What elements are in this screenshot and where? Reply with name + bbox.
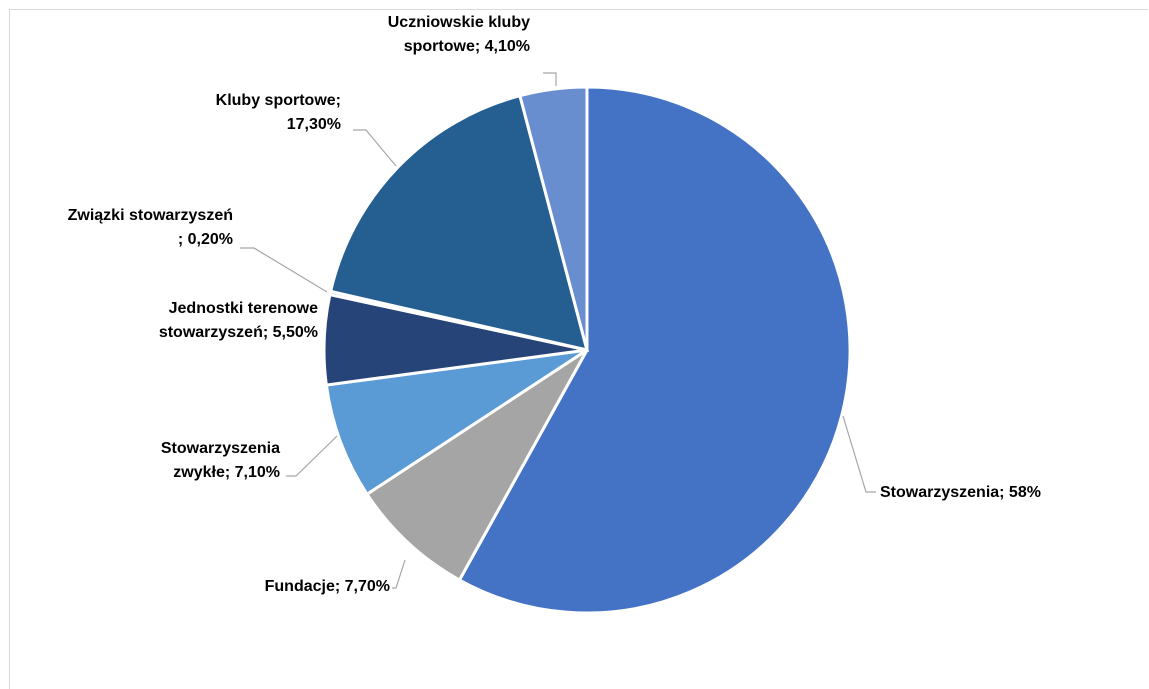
leader-line-4 bbox=[240, 247, 328, 293]
pie-slice-5 bbox=[328, 93, 590, 353]
slice-label-2-line-1: zwykłe; 7,10% bbox=[173, 464, 280, 481]
leader-line-5 bbox=[353, 129, 397, 167]
leader-line-0 bbox=[842, 415, 876, 493]
pie-slice-6 bbox=[518, 85, 589, 351]
pie-slice-1 bbox=[364, 348, 589, 583]
slice-label-4-line-0: Związki stowarzyszeń bbox=[68, 207, 233, 224]
slice-label-1-line-0: Fundacje; 7,70% bbox=[265, 578, 390, 595]
slice-label-5-line-1: 17,30% bbox=[287, 116, 341, 133]
pie-slice-2 bbox=[324, 348, 588, 497]
leader-line-2 bbox=[286, 435, 338, 477]
leader-line-6 bbox=[543, 72, 557, 86]
pie-slice-0 bbox=[457, 85, 852, 615]
slice-label-3-line-0: Jednostki terenowe bbox=[169, 300, 318, 317]
slice-label-4-line-1: ; 0,20% bbox=[178, 231, 233, 248]
slice-label-6-line-1: sportowe; 4,10% bbox=[404, 38, 530, 55]
slice-label-5-line-0: Kluby sportowe; bbox=[216, 92, 341, 109]
leader-line-1 bbox=[392, 559, 406, 589]
slice-label-0-line-0: Stowarzyszenia; 58% bbox=[880, 484, 1041, 501]
slice-labels: Stowarzyszenia; 58% Fundacje; 7,70% Stowar… bbox=[68, 14, 1041, 595]
slice-label-6-line-0: Uczniowskie kluby bbox=[388, 14, 530, 31]
pie-slices bbox=[322, 85, 852, 615]
slice-label-2-line-0: Stowarzyszenia bbox=[161, 440, 280, 457]
slice-label-3-line-1: stowarzyszeń; 5,50% bbox=[159, 324, 318, 341]
leader-lines bbox=[240, 72, 876, 589]
